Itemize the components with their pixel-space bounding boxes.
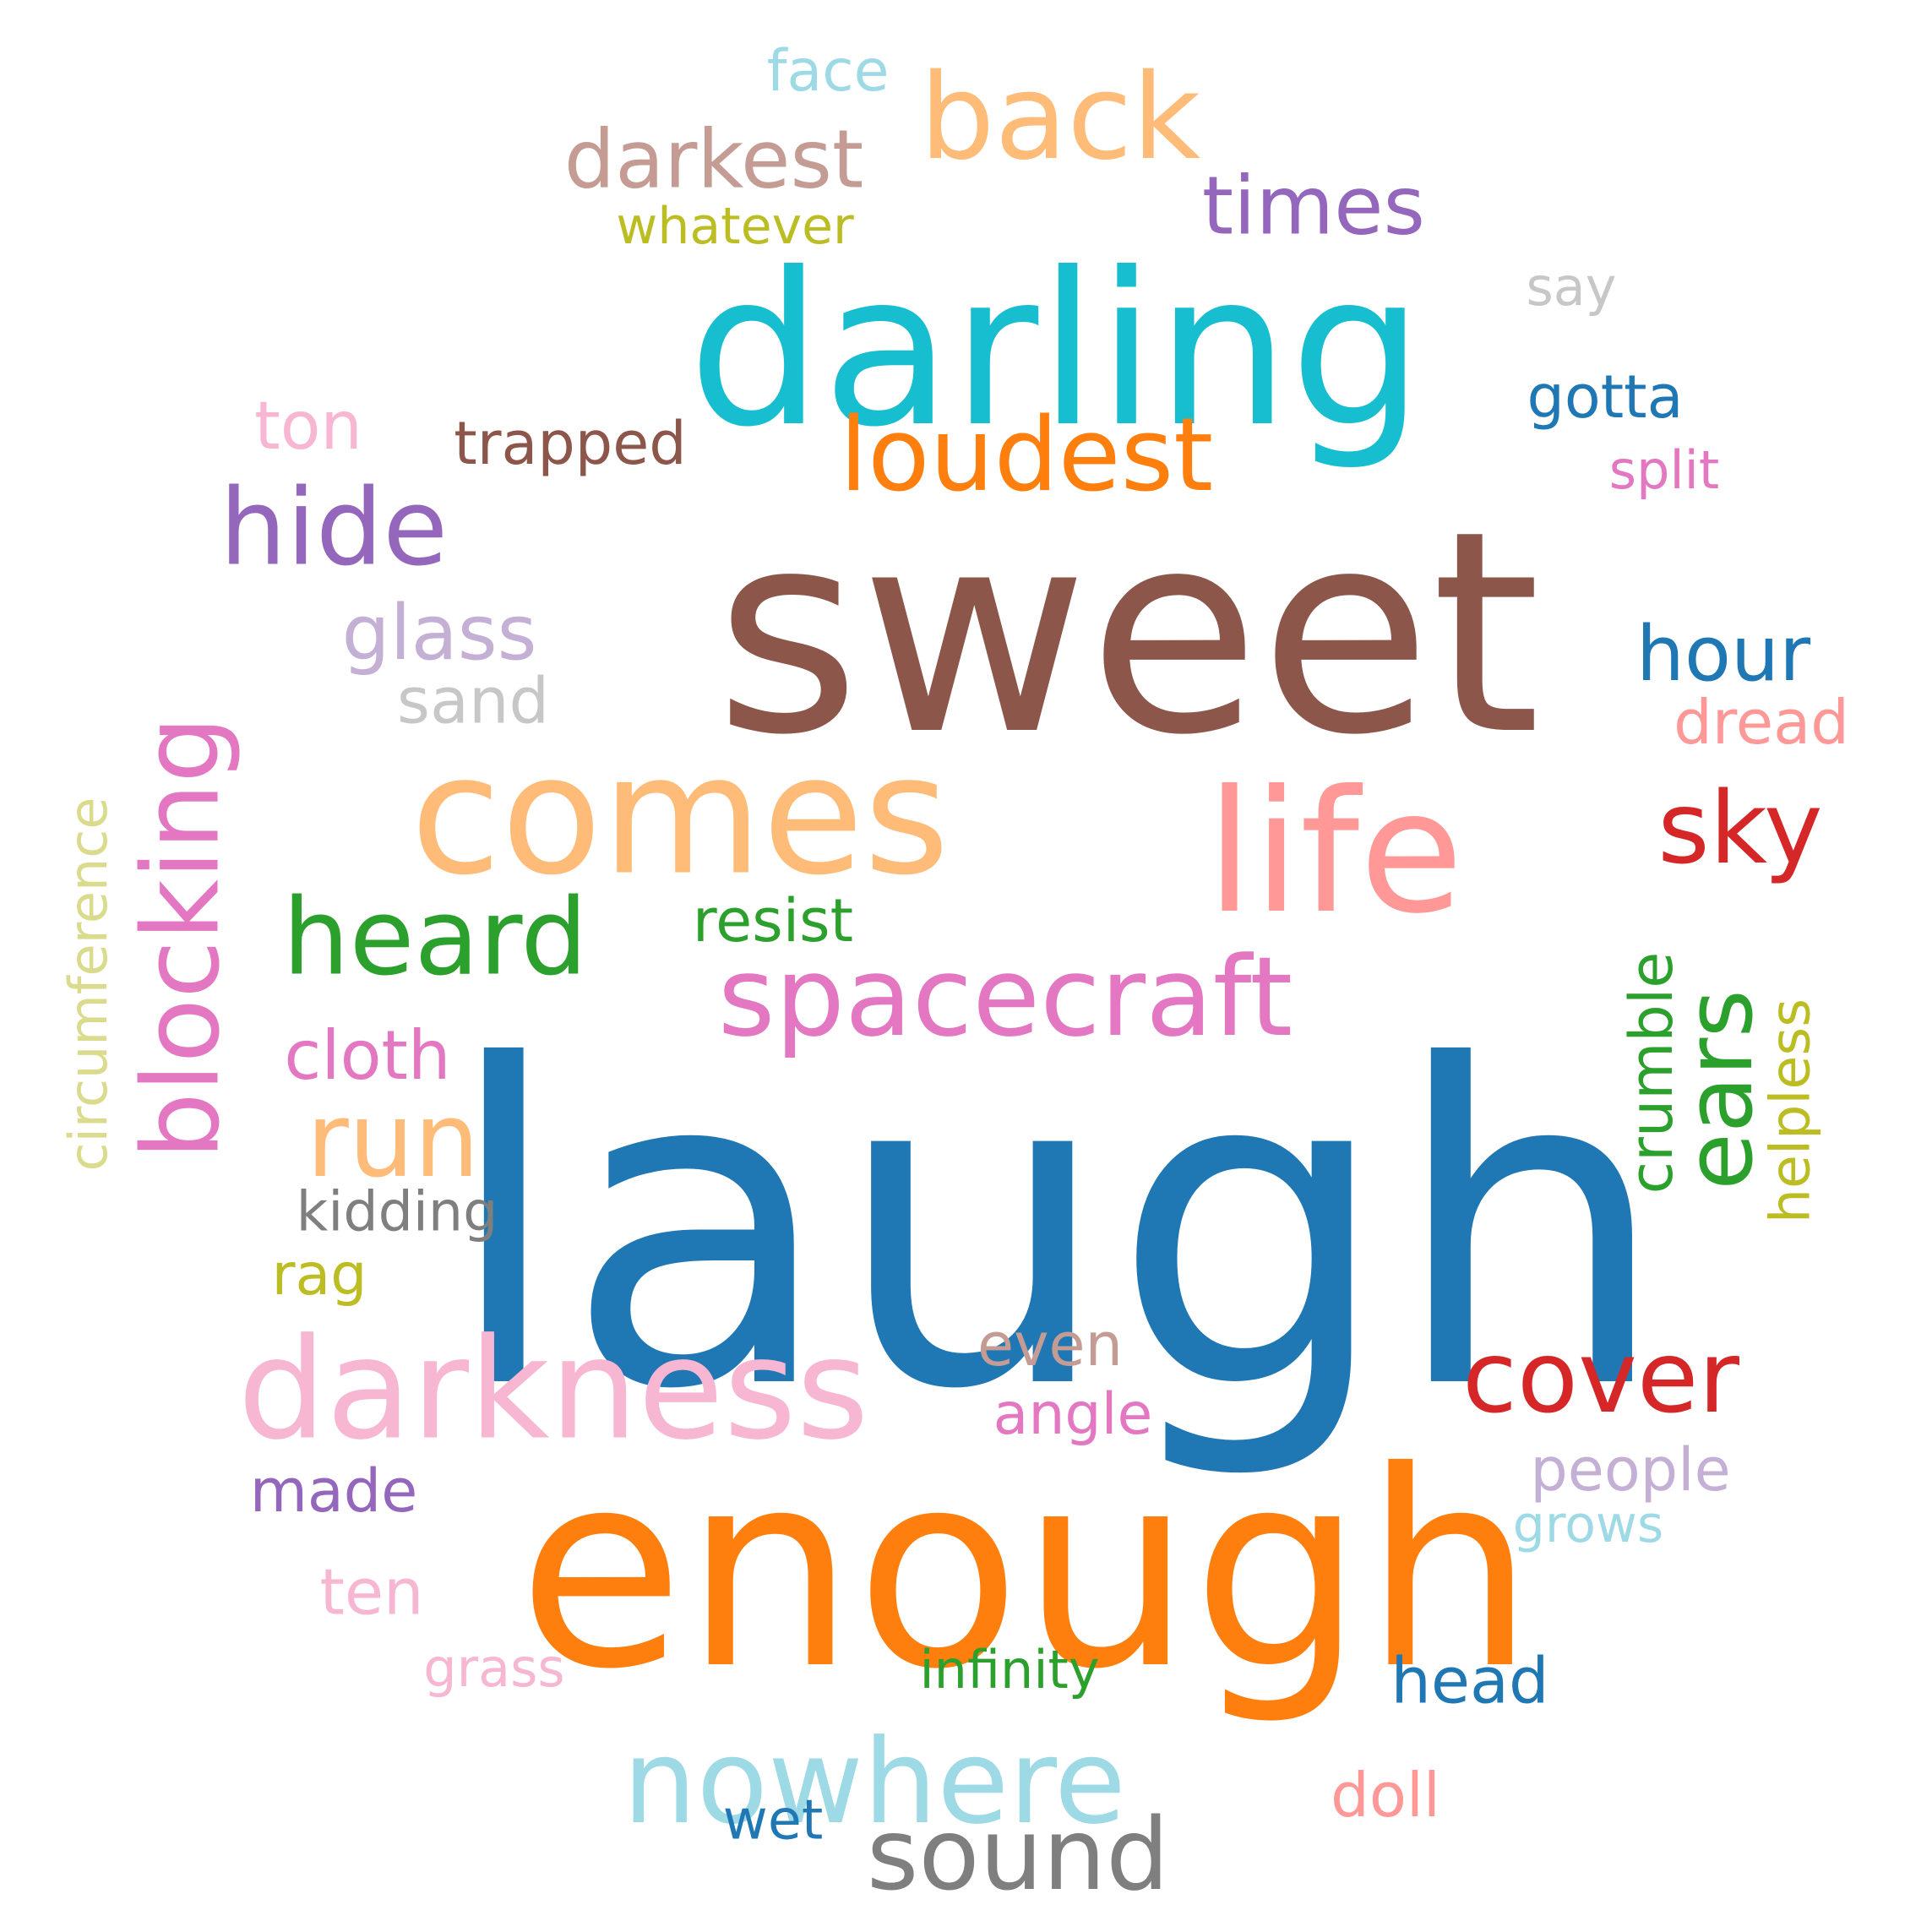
word-hide: hide xyxy=(219,466,449,590)
word-sky: sky xyxy=(1657,770,1823,886)
word-even: even xyxy=(977,1310,1123,1380)
word-face: face xyxy=(766,38,890,105)
word-hour: hour xyxy=(1635,610,1811,699)
word-wet: wet xyxy=(722,1788,824,1853)
word-darling: darling xyxy=(688,227,1424,473)
word-heard: heard xyxy=(282,876,588,999)
word-ten: ten xyxy=(319,1554,424,1630)
word-angle: angle xyxy=(993,1381,1153,1448)
word-gotta: gotta xyxy=(1527,362,1684,432)
word-blocking: blocking xyxy=(120,716,243,1160)
word-circumference: circumference xyxy=(57,797,119,1172)
word-back: back xyxy=(919,49,1201,187)
word-people: people xyxy=(1530,1435,1731,1505)
word-infinity: infinity xyxy=(919,1639,1100,1701)
word-life: life xyxy=(1205,754,1464,951)
word-cloth: cloth xyxy=(284,1016,451,1095)
word-loudest: loudest xyxy=(839,397,1214,514)
word-darkest: darkest xyxy=(563,113,864,207)
word-cover: cover xyxy=(1461,1319,1740,1435)
word-head: head xyxy=(1390,1643,1549,1718)
word-helpless: helpless xyxy=(1759,998,1823,1224)
word-sound: sound xyxy=(866,1796,1170,1913)
word-ears: ears xyxy=(1665,989,1773,1190)
word-enough: enough xyxy=(517,1414,1536,1728)
word-say: say xyxy=(1526,256,1617,318)
word-times: times xyxy=(1201,160,1426,253)
word-rag: rag xyxy=(271,1242,367,1309)
word-kidding: kidding xyxy=(296,1180,498,1244)
word-trapped: trapped xyxy=(454,409,687,478)
word-run: run xyxy=(306,1080,480,1200)
word-whatever: whatever xyxy=(616,197,854,256)
word-glass: glass xyxy=(341,589,537,678)
word-nowhere: nowhere xyxy=(623,1714,1126,1850)
word-comes: comes xyxy=(410,719,950,912)
word-ton: ton xyxy=(254,389,362,465)
word-darkness: darkness xyxy=(237,1308,869,1471)
word-doll: doll xyxy=(1331,1760,1440,1831)
word-resist: resist xyxy=(692,886,854,955)
word-laugh: laugh xyxy=(442,973,1670,1485)
word-grass: grass xyxy=(423,1637,565,1699)
word-spacecraft: spacecraft xyxy=(717,933,1293,1061)
word-dread: dread xyxy=(1673,687,1849,758)
word-grows: grows xyxy=(1512,1495,1664,1554)
word-sand: sand xyxy=(396,663,550,738)
word-sweet: sweet xyxy=(715,471,1541,796)
word-made: made xyxy=(249,1456,418,1526)
word-crumble: crumble xyxy=(1617,951,1686,1195)
word-split: split xyxy=(1608,439,1720,501)
